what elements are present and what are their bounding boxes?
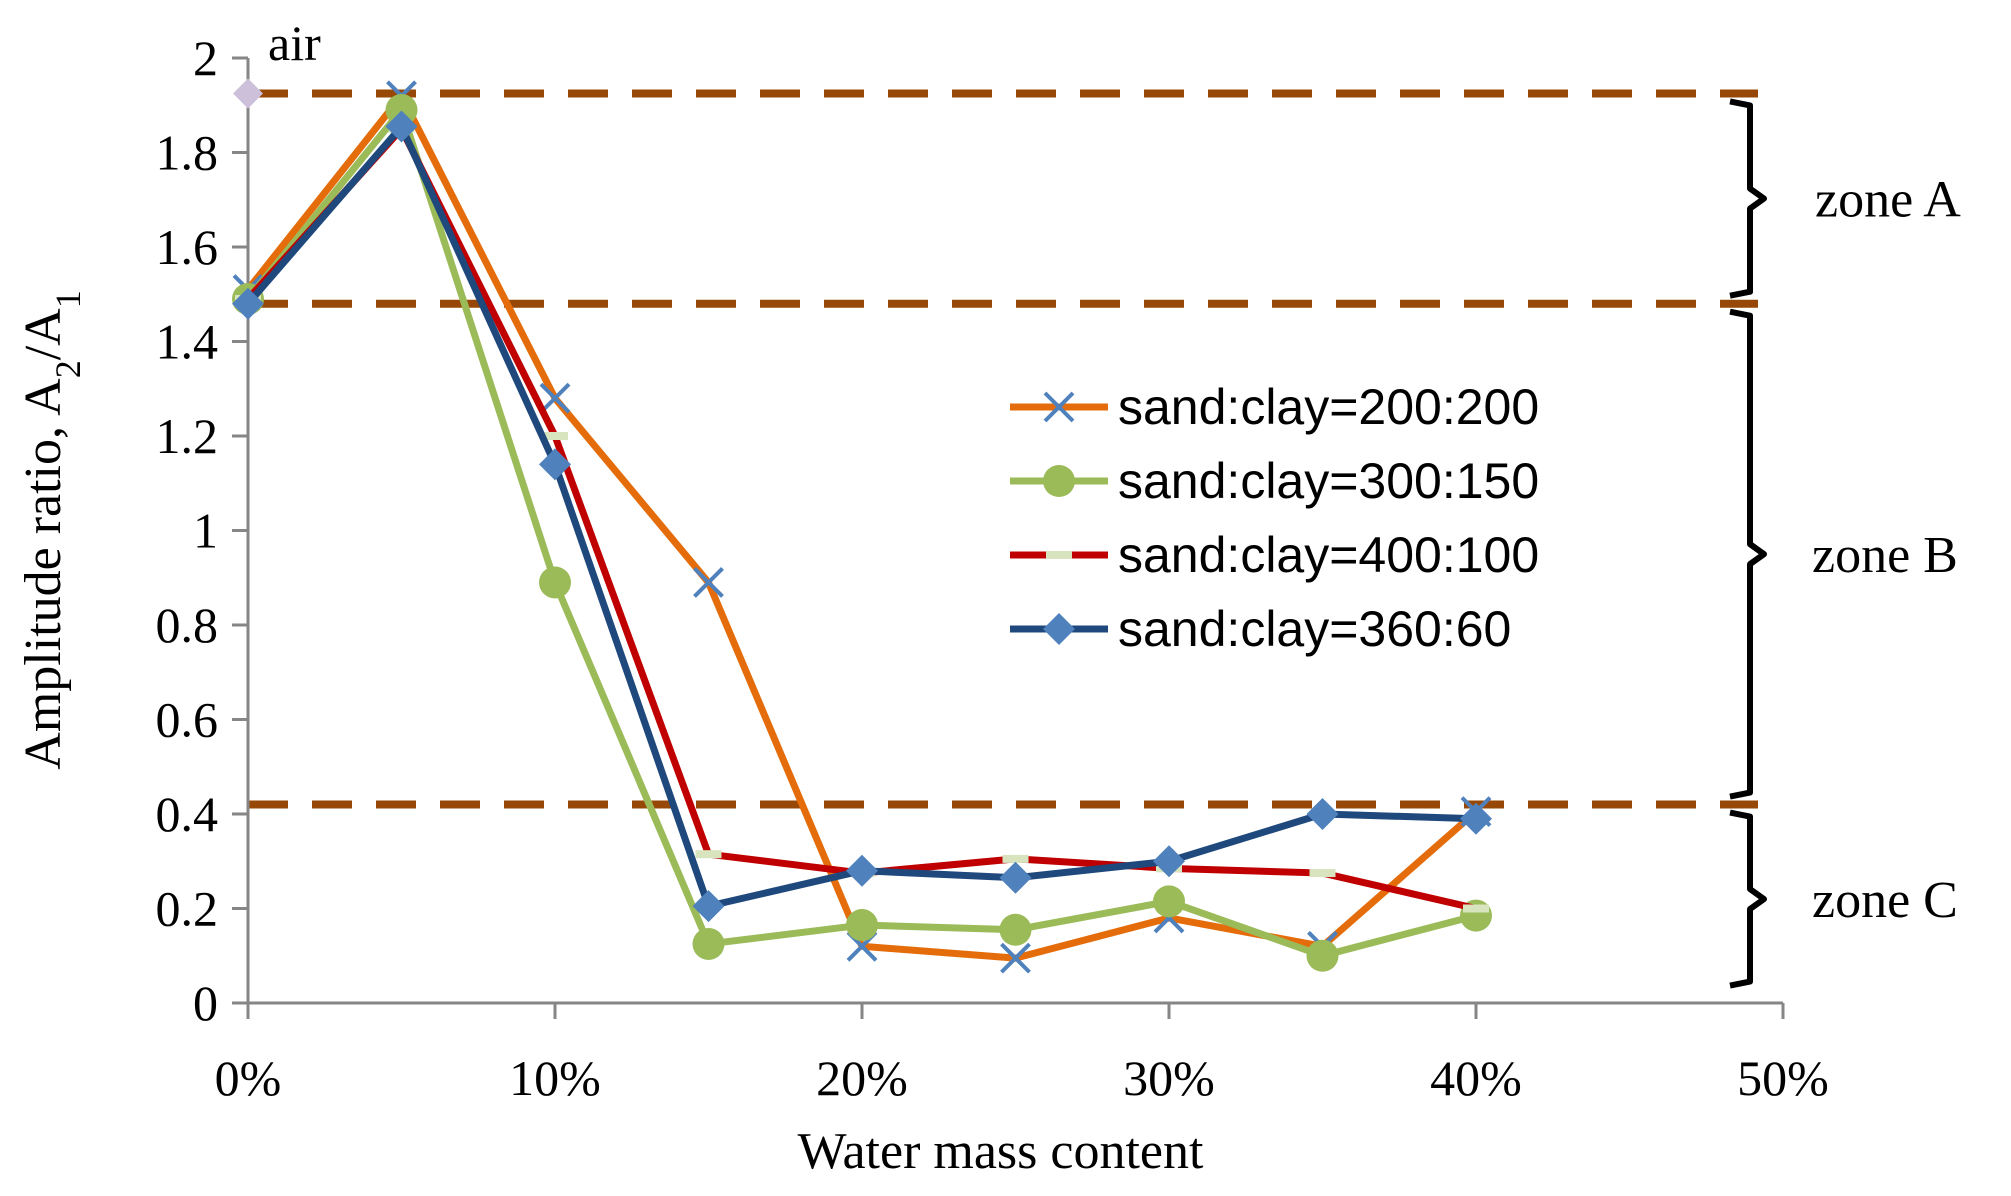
data-point	[1002, 854, 1029, 863]
data-point	[539, 382, 571, 414]
zone-bracket-2: zone B	[1729, 308, 1958, 800]
data-point	[692, 927, 725, 960]
y-tick-label: 1.6	[156, 219, 219, 275]
data-point	[542, 432, 568, 440]
y-tick-label: 1.8	[156, 125, 219, 181]
marker-stroke	[539, 382, 571, 414]
air-label: air	[268, 15, 321, 71]
axes: 00.20.40.60.811.21.41.61.820% 10% 20% 30% 40…	[156, 30, 1829, 1106]
data-point	[1463, 904, 1489, 913]
series-line	[244, 125, 1480, 912]
zone-bracket-1: zone A	[1729, 98, 1961, 299]
data-point	[1460, 802, 1492, 835]
data-point	[539, 448, 571, 481]
y-tick-label: 0.6	[156, 692, 219, 748]
data-point	[1153, 885, 1185, 918]
legend-item-1: sand:clay=200:200	[1010, 379, 1539, 435]
data-point	[846, 909, 878, 942]
x-tick-label: 20%	[816, 1050, 908, 1106]
marker-stroke	[1000, 942, 1031, 974]
data-point	[846, 854, 878, 887]
legend-item-2: sand:clay=300:150	[1010, 453, 1539, 509]
y-tick-label: 0.2	[156, 881, 219, 937]
data-point	[1153, 845, 1185, 878]
data-point	[1306, 798, 1339, 830]
legend-label: sand:clay=360:60	[1118, 601, 1511, 657]
x-tick-label: 10%	[509, 1050, 601, 1106]
legend-item-4: sand:clay=360:60	[1010, 601, 1511, 657]
y-axis-title: Amplitude ratio, A2/A1	[15, 290, 88, 769]
legend-marker	[1043, 391, 1075, 423]
bracket-path	[1729, 308, 1767, 800]
data-point	[692, 890, 725, 923]
series-2	[232, 93, 1492, 972]
legend: sand:clay=200:200 sand:clay=300:150 sand:c…	[1010, 379, 1539, 657]
y-tick-label: 0.4	[156, 786, 219, 842]
data-point	[695, 850, 722, 859]
y-tick-label: 0.8	[156, 597, 219, 653]
data-point	[232, 287, 264, 320]
x-axis-title: Water mass content	[798, 1123, 1204, 1180]
data-point	[693, 567, 724, 598]
zone-brackets: zone A zone B zone C	[1729, 98, 1961, 989]
legend-item-3: sand:clay=400:100	[1010, 527, 1539, 583]
data-point	[1000, 942, 1031, 974]
data-point	[999, 861, 1032, 894]
y-tick-label: 1.4	[156, 314, 219, 370]
data-point	[999, 913, 1032, 946]
data-point	[539, 566, 571, 599]
y-tick-label: 1.2	[156, 408, 219, 464]
series-4	[232, 110, 1492, 923]
zone-bracket-3: zone C	[1729, 809, 1958, 989]
x-tick-label: 0%	[215, 1050, 282, 1106]
legend-label: sand:clay=200:200	[1118, 379, 1539, 435]
legend-label: sand:clay=400:100	[1118, 527, 1539, 583]
data-point	[1309, 869, 1336, 878]
marker-stroke	[693, 567, 724, 598]
x-tick-label: 40%	[1430, 1050, 1522, 1106]
series-line	[244, 123, 1480, 910]
legend-marker	[1043, 465, 1075, 497]
air-point	[233, 78, 263, 109]
data-point	[385, 110, 418, 143]
data-point	[1306, 939, 1339, 972]
series-layer: air	[232, 15, 1492, 974]
series-3	[235, 124, 1489, 913]
bracket-path	[1729, 809, 1767, 989]
bracket-path	[1729, 98, 1767, 299]
marker-stroke	[1043, 391, 1075, 423]
y-tick-label: 1	[193, 503, 218, 559]
y-tick-label: 0	[193, 975, 218, 1031]
legend-marker	[1046, 551, 1072, 559]
legend-marker	[1043, 613, 1075, 645]
x-tick-label: 30%	[1123, 1050, 1215, 1106]
reference-lines	[248, 89, 1758, 809]
zone-label: zone A	[1815, 172, 1961, 229]
zone-label: zone B	[1812, 527, 1958, 584]
y-tick-label: 2	[193, 30, 218, 86]
legend-label: sand:clay=300:150	[1118, 453, 1539, 509]
data-point	[385, 93, 418, 126]
x-tick-label: 50%	[1737, 1050, 1829, 1106]
zone-label: zone C	[1812, 872, 1958, 929]
